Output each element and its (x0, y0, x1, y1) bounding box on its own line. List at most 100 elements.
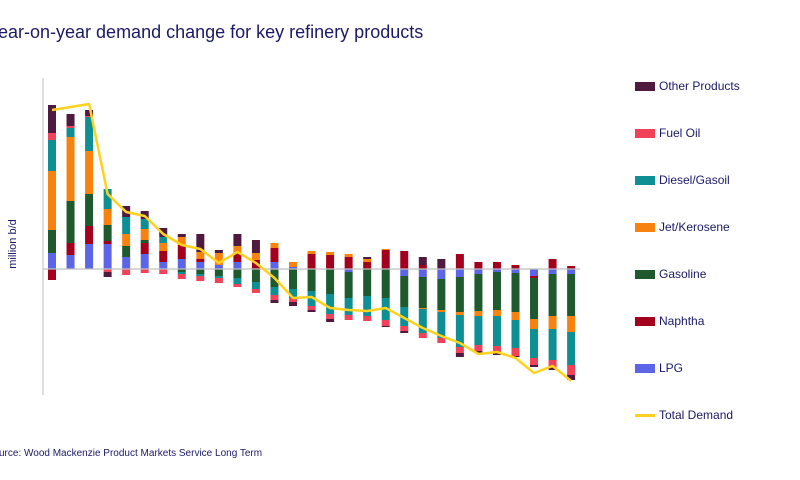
bar-segment-fuel-oil (66, 126, 75, 128)
bar-segment-other-products (326, 319, 335, 322)
bar-segment-fuel-oil (251, 289, 260, 293)
bar-segment-fuel-oil (159, 269, 168, 274)
bar-segment-naphtha (530, 276, 539, 278)
bar-segment-jet-kerosene (530, 319, 539, 329)
bar-segment-fuel-oil (492, 346, 501, 353)
legend-label: Fuel Oil (659, 126, 701, 140)
bar-segment-lpg (122, 257, 131, 269)
bar-segment-lpg (289, 267, 298, 269)
bar-segment-fuel-oil (344, 315, 353, 320)
bar-segment-jet-kerosene (474, 311, 483, 316)
bar-segment-fuel-oil (474, 345, 483, 351)
bar-segment-fuel-oil (48, 133, 56, 140)
bar-segment-naphtha (233, 253, 242, 262)
bar-segment-other-products (177, 234, 186, 237)
bar-segment-diesel-gasoil (548, 329, 557, 360)
bar-segment-gasoline (567, 274, 576, 316)
bar-segment-naphtha (567, 266, 576, 269)
legend-label: Jet/Kerosene (659, 220, 730, 234)
legend-label: LPG (659, 361, 684, 375)
bar-segment-naphtha (344, 257, 353, 269)
bar-segment-fuel-oil (214, 278, 223, 283)
legend-item: Jet/Kerosene (635, 220, 730, 234)
bar-segment-lpg (85, 244, 94, 269)
bar-segment-diesel-gasoil (567, 332, 576, 365)
legend-label: Other Products (659, 79, 740, 93)
bar-segment-gasoline (492, 272, 501, 310)
bar-segment-gasoline (326, 269, 335, 294)
bar-segment-jet-kerosene (233, 246, 242, 253)
bar-segment-naphtha (400, 251, 409, 269)
bar-segment-fuel-oil (326, 314, 335, 319)
bar-segment-gasoline (474, 274, 483, 311)
bar-segment-fuel-oil (381, 320, 390, 326)
bar-segment-diesel-gasoil (492, 316, 501, 346)
bar-segment-diesel-gasoil (196, 274, 205, 276)
bar-segment-diesel-gasoil (214, 276, 223, 278)
bar-segment-diesel-gasoil (326, 294, 335, 314)
bar-segment-lpg (530, 269, 539, 276)
bar-segment-jet-kerosene (492, 310, 501, 316)
bar-segment-diesel-gasoil (289, 289, 298, 298)
bar-segment-jet-kerosene (289, 262, 298, 267)
legend-swatch (635, 175, 655, 185)
legend-item: Total Demand (635, 408, 733, 422)
bar-segment-diesel-gasoil (251, 282, 260, 289)
bar-segment-naphtha (381, 250, 390, 269)
bar-segment-jet-kerosene (196, 252, 205, 259)
bar-segment-diesel-gasoil (400, 307, 409, 326)
bar-segment-other-products (381, 326, 390, 327)
bar-segment-gasoline (196, 269, 205, 274)
bar-segment-jet-kerosene (103, 209, 112, 225)
bar-segment-gasoline (251, 269, 260, 282)
bar-segment-jet-kerosene (567, 316, 576, 332)
legend-swatch (635, 222, 655, 232)
bar-segment-fuel-oil (455, 347, 464, 353)
bar-segment-fuel-oil (363, 316, 372, 321)
bar-segment-jet-kerosene (418, 308, 427, 309)
bar-segment-jet-kerosene (363, 259, 372, 262)
bar-segment-lpg (103, 244, 112, 269)
bar-segment-jet-kerosene (214, 253, 223, 265)
bar-segment-gasoline (48, 230, 56, 253)
bar-segment-other-products (66, 114, 75, 126)
bar-segment-gasoline (548, 274, 557, 316)
bar-segment-jet-kerosene (48, 171, 56, 230)
bar-segment-naphtha (196, 259, 205, 262)
bar-segment-fuel-oil (418, 333, 427, 338)
bar-segment-gasoline (418, 277, 427, 308)
bar-segment-other-products (214, 250, 223, 253)
bar-segment-gasoline (437, 279, 446, 310)
bar-segment-diesel-gasoil (140, 219, 149, 229)
bar-segment-gasoline (455, 277, 464, 312)
bar-segment-lpg (270, 262, 279, 269)
bar-segment-jet-kerosene (548, 316, 557, 329)
bar-segment-gasoline (344, 272, 353, 298)
bar-segment-lpg (66, 255, 75, 269)
bar-segment-gasoline (140, 240, 149, 243)
legend-swatch (635, 363, 655, 373)
bar-segment-other-products (548, 368, 557, 370)
legend-swatch (635, 128, 655, 138)
bar-segment-jet-kerosene (511, 312, 520, 320)
bar-segment-other-products (437, 259, 446, 269)
bar-segment-other-products (492, 353, 501, 355)
bar-segment-diesel-gasoil (530, 329, 539, 358)
bar-segment-lpg (214, 265, 223, 269)
bar-segment-jet-kerosene (344, 254, 353, 257)
bar-segment-diesel-gasoil (270, 287, 279, 295)
bar-segment-fuel-oil (103, 269, 112, 272)
bar-segment-diesel-gasoil (455, 315, 464, 347)
bar-segment-fuel-oil (122, 269, 131, 275)
legend-item: Diesel/Gasoil (635, 173, 730, 187)
bar-segment-naphtha (418, 265, 427, 269)
bar-segment-jet-kerosene (85, 151, 94, 194)
bar-segment-gasoline (122, 246, 131, 257)
bar-segment-gasoline (214, 269, 223, 276)
bar-segment-fuel-oil (85, 116, 94, 117)
bar-segment-fuel-oil (270, 295, 279, 300)
bar-segment-lpg (437, 269, 446, 279)
legend-label: Naphtha (659, 314, 705, 328)
bar-segment-diesel-gasoil (474, 316, 483, 345)
